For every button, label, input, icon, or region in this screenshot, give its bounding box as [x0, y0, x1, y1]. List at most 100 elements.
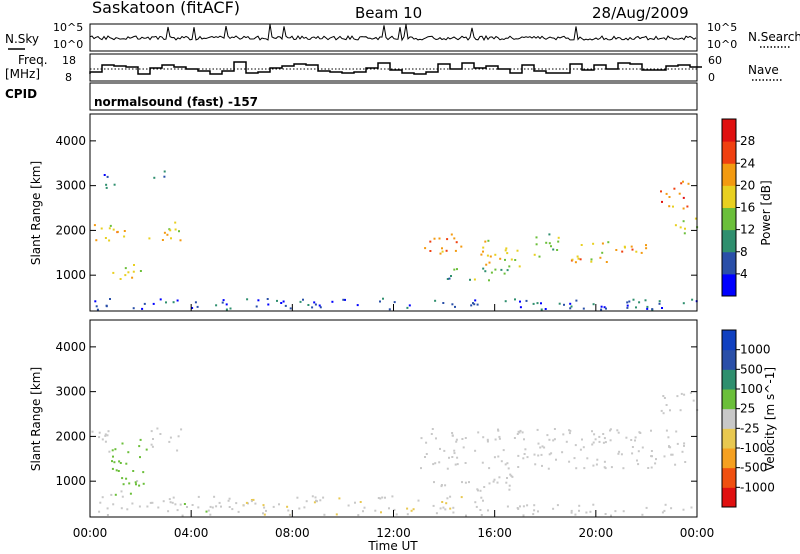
echo-cell: [150, 443, 153, 446]
echo-cell: [468, 481, 470, 484]
echo-cell: [441, 250, 444, 253]
echo-cell: [429, 250, 432, 252]
echo-cell: [174, 221, 177, 224]
echo-cell: [626, 304, 629, 307]
echo-cell: [486, 254, 489, 257]
echo-cell: [124, 274, 127, 277]
echo-cell: [482, 436, 485, 439]
echo-cell: [357, 514, 360, 517]
echo-cell: [609, 429, 611, 432]
colorbar-tick-label: 100: [740, 382, 763, 396]
echo-cell: [278, 503, 280, 506]
echo-cell: [152, 438, 154, 440]
echo-cell: [111, 467, 114, 470]
echo-cell: [139, 456, 141, 459]
echo-cell: [316, 500, 318, 503]
colorbar-tick-label: 28: [740, 134, 755, 148]
echo-cell: [446, 238, 449, 241]
echo-cell: [106, 507, 109, 510]
echo-cell: [548, 453, 551, 456]
echo-cell: [563, 303, 565, 306]
echo-cell: [505, 481, 508, 484]
freq-label: Freq.: [18, 53, 48, 67]
echo-cell: [266, 298, 269, 300]
echo-cell: [245, 501, 248, 504]
echo-cell: [630, 245, 633, 248]
freq-tick-top: 18: [62, 54, 76, 67]
echo-cell: [614, 510, 617, 513]
echo-cell: [220, 505, 222, 508]
echo-cell: [599, 256, 602, 259]
echo-cell: [319, 306, 322, 309]
echo-cell: [484, 270, 487, 273]
echo-cell: [237, 510, 240, 513]
echo-cell: [105, 305, 108, 308]
x-tick-label: 00:00: [73, 526, 108, 540]
echo-cell: [141, 307, 144, 310]
echo-cell: [517, 454, 520, 457]
echo-cell: [425, 441, 428, 444]
echo-cell: [645, 247, 648, 250]
echo-cell: [257, 299, 260, 302]
colorbar-tick-label: 500: [740, 362, 763, 376]
echo-cell: [104, 440, 107, 443]
echo-cell: [424, 247, 427, 250]
power-x-ticks: [89, 304, 698, 311]
echo-cell: [658, 300, 661, 303]
x-tick-label: 00:00: [680, 526, 715, 540]
echo-cell: [453, 237, 456, 240]
echo-cell: [384, 496, 386, 499]
echo-cell: [313, 501, 316, 504]
echo-cell: [106, 434, 109, 437]
y-tick-label: 3000: [55, 179, 86, 193]
colorbar-segment: [722, 428, 736, 449]
echo-cell: [540, 453, 543, 456]
echo-cell: [439, 507, 442, 510]
echo-cell: [663, 509, 666, 512]
echo-cell: [586, 457, 589, 460]
echo-cell: [132, 270, 135, 273]
beam-title: Beam 10: [355, 4, 422, 22]
colorbar-segment: [722, 408, 736, 429]
echo-cell: [569, 429, 572, 432]
echo-cell: [108, 450, 111, 453]
echo-cell: [138, 445, 141, 448]
echo-cell: [482, 246, 485, 249]
echo-cell: [267, 303, 270, 306]
echo-cell: [592, 441, 595, 444]
echo-cell: [124, 267, 127, 270]
echo-cell: [569, 307, 572, 310]
echo-cell: [675, 430, 678, 433]
x-tick-label: 12:00: [376, 526, 411, 540]
echo-cell: [618, 450, 621, 453]
echo-cell: [359, 501, 362, 503]
echo-cell: [603, 437, 606, 440]
colorbar-segment: [722, 448, 736, 469]
echo-cell: [112, 503, 115, 506]
echo-cell: [314, 496, 317, 499]
echo-cell: [600, 305, 603, 308]
echo-cell: [477, 431, 480, 434]
echo-cell: [479, 509, 482, 511]
echo-cell: [664, 503, 667, 506]
echo-cell: [132, 470, 135, 472]
echo-cell: [645, 244, 647, 247]
echo-cell: [406, 513, 409, 516]
echo-cell: [449, 495, 452, 498]
echo-cell: [682, 220, 685, 223]
echo-cell: [121, 495, 124, 498]
echo-cell: [110, 493, 113, 496]
echo-cell: [510, 474, 513, 477]
echo-cell: [433, 237, 436, 240]
echo-cell: [506, 269, 509, 272]
echo-cell: [128, 482, 131, 485]
echo-cell: [464, 462, 467, 464]
echo-cell: [120, 490, 123, 493]
echo-cell: [439, 447, 441, 450]
echo-cell: [114, 448, 117, 451]
echo-cell: [446, 278, 449, 280]
echo-cell: [443, 449, 446, 452]
echo-cell: [156, 427, 159, 430]
echo-cell: [282, 300, 285, 303]
echo-cell: [575, 467, 578, 470]
